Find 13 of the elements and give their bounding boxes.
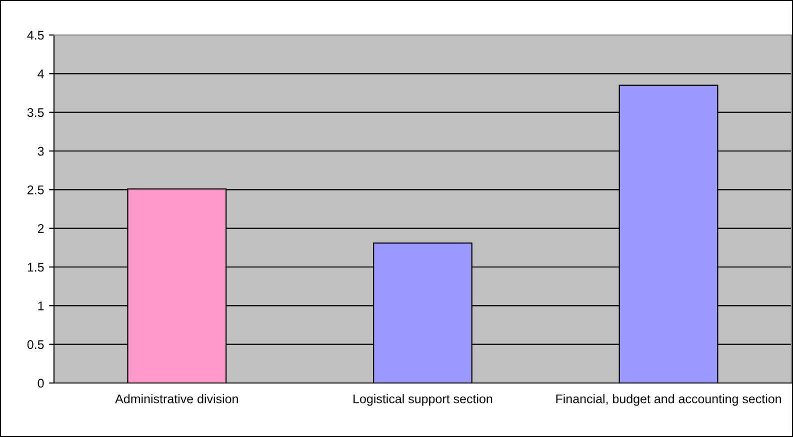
y-tick-label: 1.5 xyxy=(28,262,44,272)
y-tick-label: 4.5 xyxy=(27,30,44,40)
y-tick-label: 3.5 xyxy=(27,108,44,117)
y-tick-label: 4 xyxy=(38,70,44,78)
x-tick-label: Financial, budget and accounting section xyxy=(556,394,781,406)
x-tick-label: Administrative division xyxy=(115,394,238,404)
x-tick-label: Logistical support section xyxy=(354,394,492,406)
y-tick-label: 3 xyxy=(38,146,44,156)
y-tick-label: 2 xyxy=(38,224,44,233)
y-tick-label: 2.5 xyxy=(28,185,44,194)
y-tick-label: 0.5 xyxy=(27,340,44,349)
y-tick-label: 1 xyxy=(38,302,44,310)
y-tick-label: 0 xyxy=(38,378,44,388)
